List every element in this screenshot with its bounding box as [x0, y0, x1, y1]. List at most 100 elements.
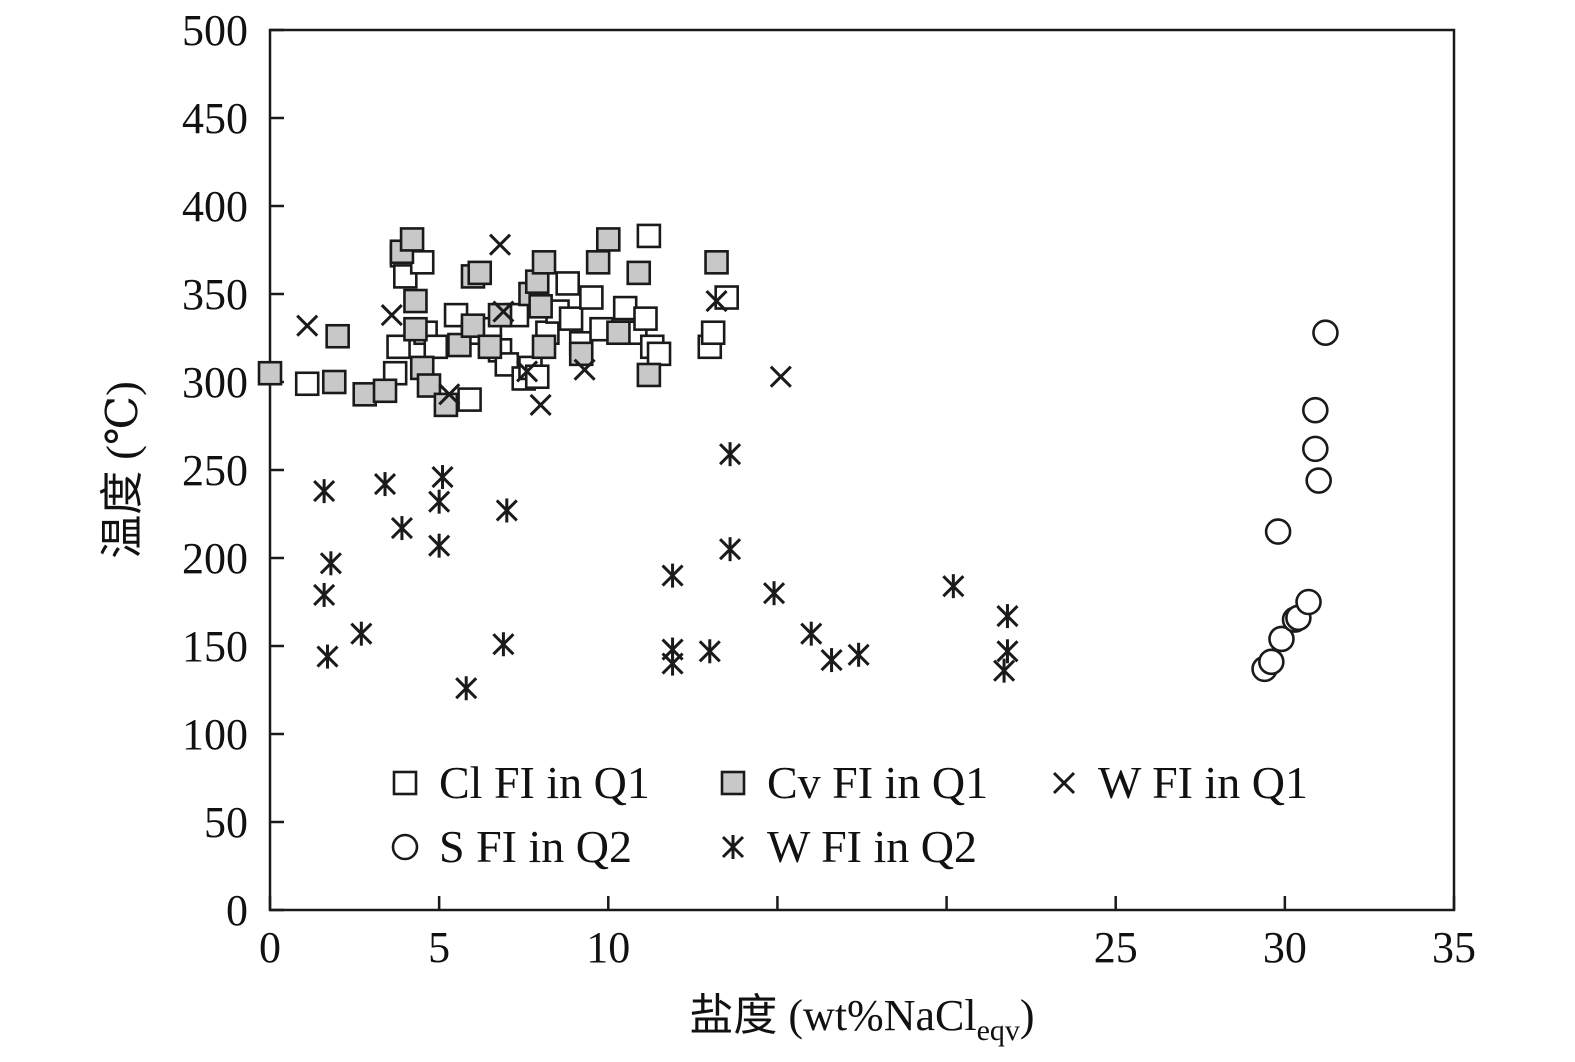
data-point [313, 479, 336, 504]
y-tick-label: 50 [204, 798, 248, 847]
data-point [700, 320, 726, 346]
y-tick-label: 150 [182, 622, 248, 671]
x-tick-label: 25 [1094, 923, 1138, 972]
data-point [1305, 467, 1332, 494]
data-point [325, 323, 350, 349]
data-point [661, 651, 684, 676]
series-2 [296, 233, 792, 416]
legend-item: S FI in Q2 [391, 821, 632, 872]
x-axis-label-close: ) [1020, 991, 1035, 1040]
data-point [558, 306, 584, 331]
data-point [1268, 625, 1295, 653]
data-point [467, 260, 493, 286]
data-points [257, 223, 1339, 701]
data-point [1258, 648, 1285, 676]
y-tick-label: 400 [182, 182, 248, 231]
data-point [636, 223, 662, 249]
data-point [257, 360, 283, 386]
data-point [296, 314, 319, 337]
data-point [373, 472, 397, 497]
legend-label: W FI in Q2 [767, 821, 977, 872]
data-point [294, 371, 320, 397]
data-point [719, 442, 742, 467]
data-point [492, 632, 515, 657]
data-point [423, 334, 449, 360]
data-point [612, 295, 638, 321]
data-point [531, 250, 557, 275]
series-1 [257, 227, 729, 418]
x-axis-label-main: 盐度 (wt%NaCl [689, 991, 976, 1040]
x-axis-label: 盐度 (wt%NaCleqv) [689, 991, 1034, 1047]
data-point [573, 358, 596, 381]
data-point [447, 332, 472, 358]
data-point [431, 465, 454, 490]
data-point [477, 334, 503, 360]
x-tick-label: 30 [1263, 923, 1307, 972]
x-tick-label: 35 [1432, 923, 1476, 972]
data-point [403, 288, 428, 314]
data-point [1302, 396, 1329, 424]
legend-item: Cv FI in Q1 [720, 757, 988, 808]
x-axis: 0 5 10 25 30 35 [259, 896, 1476, 972]
data-point [321, 369, 347, 395]
legend-label: S FI in Q2 [439, 821, 632, 872]
data-point [528, 294, 553, 319]
data-point [428, 533, 451, 558]
data-point [529, 393, 552, 416]
data-point [457, 387, 482, 412]
data-point [350, 621, 373, 646]
legend-item: W FI in Q2 [721, 821, 977, 872]
data-point [996, 639, 1019, 664]
legend-item: Cl FI in Q1 [392, 757, 650, 808]
x-tick-label: 0 [259, 923, 281, 972]
data-point [705, 289, 728, 313]
legend-marker [720, 770, 746, 796]
legend-marker [391, 833, 419, 861]
data-point [409, 250, 435, 275]
data-point [455, 676, 478, 701]
series-3 [1251, 319, 1339, 683]
data-point [433, 392, 459, 418]
data-point [996, 604, 1019, 629]
data-point [495, 498, 518, 523]
data-point [492, 300, 515, 323]
data-point [714, 285, 739, 310]
legend-label: W FI in Q1 [1098, 757, 1308, 808]
y-tick-label: 200 [182, 534, 248, 583]
legend-item: W FI in Q1 [1052, 757, 1308, 808]
x-axis-label-subscript: eqv [977, 1014, 1020, 1047]
data-point [399, 227, 425, 252]
legend-label: Cv FI in Q1 [767, 757, 988, 808]
y-tick-label: 300 [182, 358, 248, 407]
data-point [1264, 518, 1292, 545]
data-point [313, 582, 336, 607]
data-point [531, 334, 557, 360]
y-tick-label: 250 [182, 446, 248, 495]
data-point [626, 260, 652, 286]
y-axis-label: 温度 (℃) [98, 381, 147, 559]
legend-marker [721, 835, 745, 859]
data-point [524, 364, 550, 390]
data-point [847, 642, 870, 667]
data-point [352, 382, 378, 407]
data-point [319, 551, 342, 576]
y-tick-label: 450 [182, 94, 248, 143]
legend-marker [392, 770, 418, 796]
data-point [942, 574, 965, 599]
data-point [372, 378, 398, 404]
data-point [516, 360, 539, 383]
data-point [800, 621, 823, 646]
legend: Cl FI in Q1 Cv FI in Q1 W FI in Q1 S FI in … [391, 757, 1308, 872]
legend-label: Cl FI in Q1 [439, 757, 650, 808]
y-tick-label: 0 [226, 886, 248, 935]
data-point [579, 285, 604, 310]
data-point [636, 362, 662, 388]
x-tick-label: 10 [586, 923, 630, 972]
data-point [460, 313, 486, 338]
data-point [428, 489, 451, 514]
data-point [661, 563, 684, 588]
data-point [403, 316, 428, 342]
data-point [568, 341, 594, 367]
data-point [488, 233, 512, 256]
